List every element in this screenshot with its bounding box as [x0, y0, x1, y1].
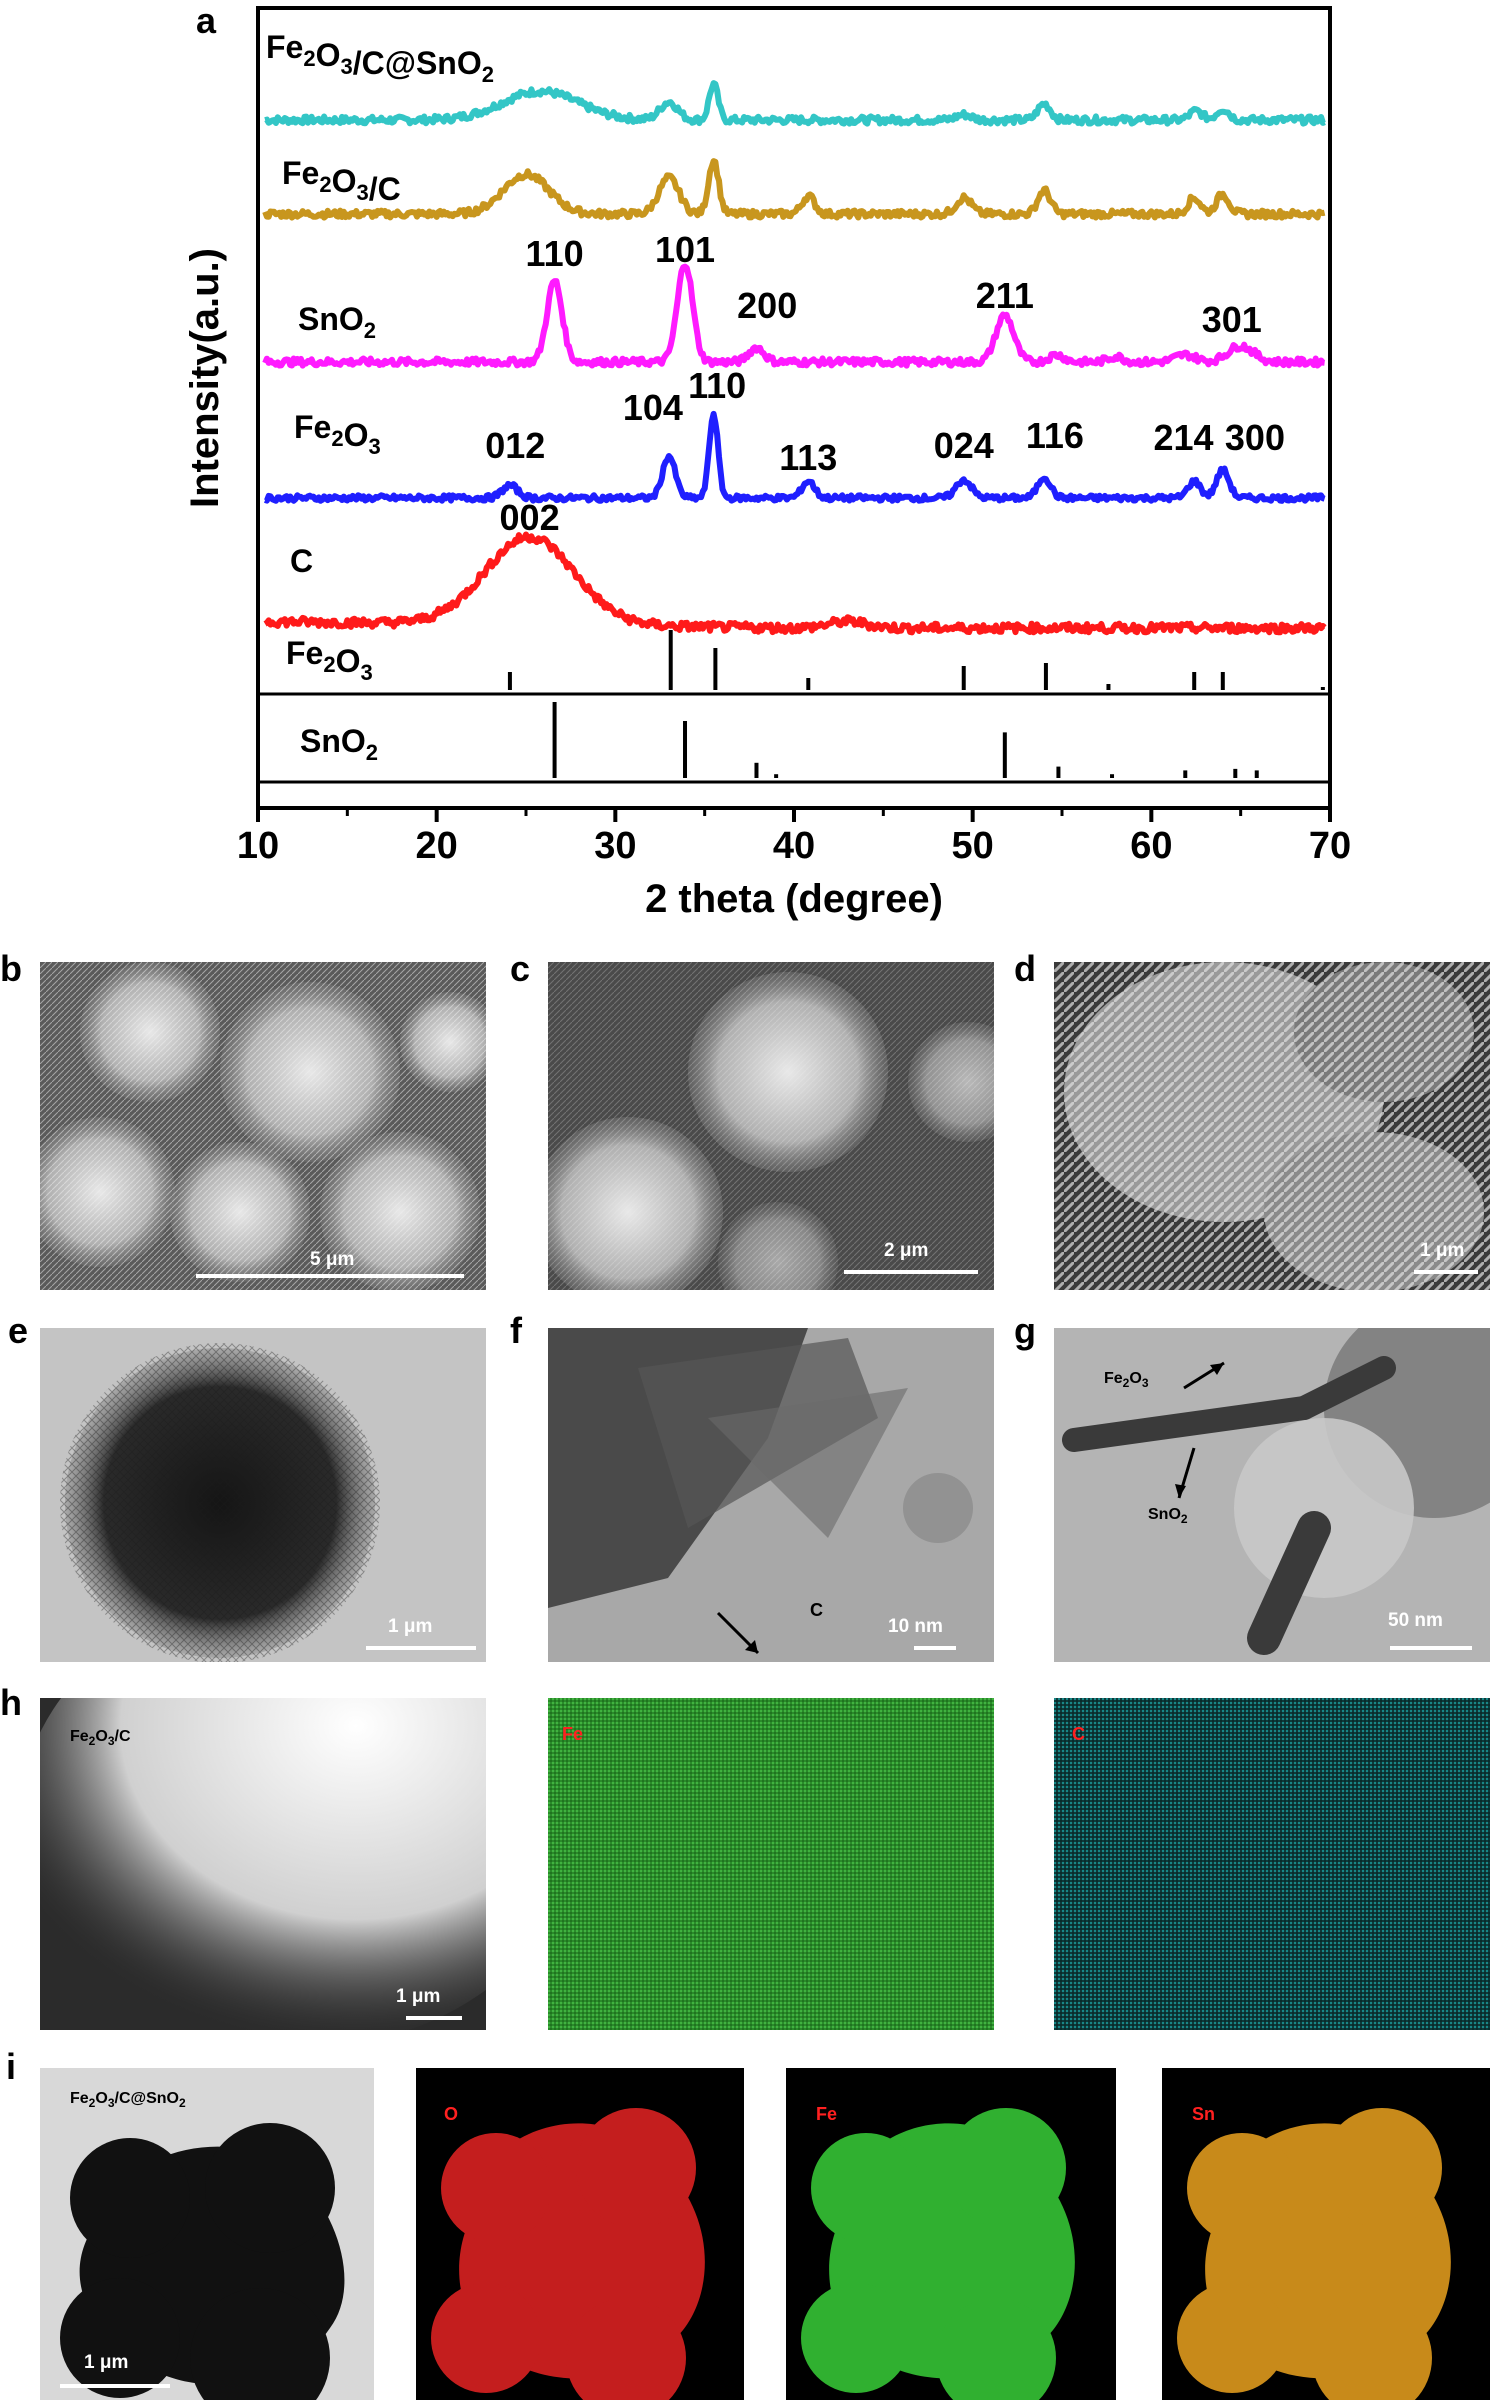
scale-label-h: 1 μm — [396, 1986, 441, 2007]
scale-label-b: 5 μm — [310, 1249, 355, 1270]
tem-image-g: Fe2O3 SnO2 50 nm — [1054, 1328, 1490, 1662]
scale-label-g: 50 nm — [1388, 1610, 1443, 1631]
eds-i-sn-texture — [1177, 2108, 1451, 2400]
label-i-sn: Sn — [1192, 2104, 1216, 2124]
sem-d-texture — [1054, 962, 1490, 1290]
x-tick-label: 10 — [237, 825, 279, 867]
label-h-fe2o3c: Fe2O3/C — [70, 1728, 131, 1749]
x-axis-label: 2 theta (degree) — [645, 877, 943, 921]
scale-bar-h — [406, 2016, 462, 2020]
series-name-2: SnO2 — [298, 301, 376, 343]
xrd-chart: 10 20 30 40 50 60 70 2 theta (degree) Intensity(… — [183, 6, 1351, 921]
series-name-4: C — [290, 543, 313, 579]
x-tick-label: 60 — [1130, 825, 1172, 867]
plot-frame — [256, 6, 1332, 810]
peak-label: 200 — [737, 285, 797, 326]
peak-label: 211 — [976, 275, 1034, 316]
peak-label: 012 — [485, 425, 545, 466]
eds-map-h-fe: Fe — [548, 1698, 994, 2030]
label-i-o: O — [444, 2104, 459, 2124]
label-h-c: C — [1072, 1724, 1085, 1744]
scale-label-f: 10 nm — [888, 1616, 943, 1637]
x-tick-label: 50 — [952, 825, 994, 867]
peak-label: 002 — [500, 497, 560, 538]
tem-image-i: Fe2O3/C@SnO2 1 μm — [40, 2068, 374, 2400]
scale-bar-g — [1390, 1646, 1472, 1650]
panel-c-letter: c — [510, 948, 531, 989]
eds-i-fe-texture — [801, 2108, 1075, 2400]
peak-label: 024 — [934, 425, 994, 466]
series-line-1 — [262, 158, 1326, 221]
tem-f-texture — [548, 1328, 973, 1655]
panel-f-letter: f — [510, 1310, 522, 1351]
peak-label: 101 — [655, 229, 715, 270]
panel-a-letter: a — [196, 0, 217, 41]
tem-i-texture — [60, 2123, 345, 2400]
scale-bar-d — [1414, 1270, 1478, 1274]
eds-map-h-c: C — [1054, 1698, 1490, 2030]
series-name-0: Fe2O3/C@SnO2 — [266, 29, 494, 87]
tem-g-texture — [1062, 1328, 1490, 1655]
peak-label: 214 — [1153, 417, 1213, 458]
eds-h-c-texture — [1054, 1698, 1490, 2030]
scale-bar-c — [844, 1270, 978, 1274]
y-axis-label: Intensity(a.u.) — [183, 248, 227, 508]
label-h-fe: Fe — [562, 1724, 584, 1744]
label-g-fe2o3: Fe2O3 — [1104, 1370, 1149, 1391]
sem-image-b: 5 μm — [40, 962, 486, 1290]
panel-d-letter: d — [1014, 948, 1036, 989]
series-name-1: Fe2O3/C — [282, 155, 401, 207]
sem-image-c: 2 μm — [548, 962, 994, 1290]
panel-e-letter: e — [8, 1310, 29, 1351]
scale-label-d: 1 μm — [1420, 1240, 1465, 1261]
peak-label: 110 — [688, 365, 746, 406]
eds-map-i-o: O — [416, 2068, 744, 2400]
series-line-3 — [263, 410, 1326, 504]
eds-map-i-fe: Fe — [786, 2068, 1116, 2400]
haadf-h-texture — [40, 1698, 486, 2030]
label-i-fe: Fe — [816, 2104, 838, 2124]
scale-label-c: 2 μm — [884, 1240, 929, 1261]
reference-name-0: Fe2O3 — [286, 635, 373, 685]
x-tick-label: 40 — [773, 825, 815, 867]
label-g-sno2: SnO2 — [1148, 1506, 1188, 1527]
peak-label: 104 — [623, 387, 683, 428]
label-i-composite: Fe2O3/C@SnO2 — [70, 2090, 186, 2111]
series-name-3: Fe2O3 — [294, 409, 381, 459]
scale-label-e: 1 μm — [388, 1616, 433, 1637]
sem-c-texture — [548, 962, 994, 1290]
tem-image-f: C 10 nm — [548, 1328, 994, 1662]
x-tick-label: 70 — [1309, 825, 1351, 867]
series-line-4 — [263, 531, 1327, 636]
peak-label: 113 — [779, 437, 837, 478]
series-line-0 — [263, 80, 1326, 127]
reference-name-1: SnO2 — [300, 723, 378, 765]
eds-i-o-texture — [431, 2108, 705, 2400]
tem-image-e: 1 μm — [40, 1328, 486, 1662]
peak-label: 116 — [1026, 415, 1084, 456]
eds-map-i-sn: Sn — [1162, 2068, 1490, 2400]
scale-label-i: 1 μm — [84, 2352, 129, 2373]
peak-label: 300 — [1225, 417, 1285, 458]
x-tick-label: 20 — [416, 825, 458, 867]
eds-h-fe-texture — [548, 1698, 994, 2030]
sem-image-d: 1 μm — [1054, 962, 1490, 1290]
peak-label: 301 — [1202, 299, 1262, 340]
tem-e-texture — [60, 1343, 380, 1662]
haadf-image-h: Fe2O3/C 1 μm — [40, 1698, 486, 2030]
scale-bar-b — [196, 1274, 464, 1278]
peak-label: 110 — [526, 233, 584, 274]
scale-bar-e — [366, 1646, 476, 1650]
panel-b-letter: b — [0, 948, 22, 989]
panel-h-letter: h — [0, 1682, 22, 1723]
scale-bar-f — [914, 1646, 956, 1650]
scale-bar-i — [60, 2384, 170, 2388]
x-tick-label: 30 — [594, 825, 636, 867]
series-line-2 — [262, 263, 1326, 369]
panel-i-letter: i — [6, 2046, 17, 2087]
panel-g-letter: g — [1014, 1310, 1036, 1351]
label-f-c: C — [810, 1600, 823, 1620]
sem-b-texture — [40, 962, 486, 1290]
